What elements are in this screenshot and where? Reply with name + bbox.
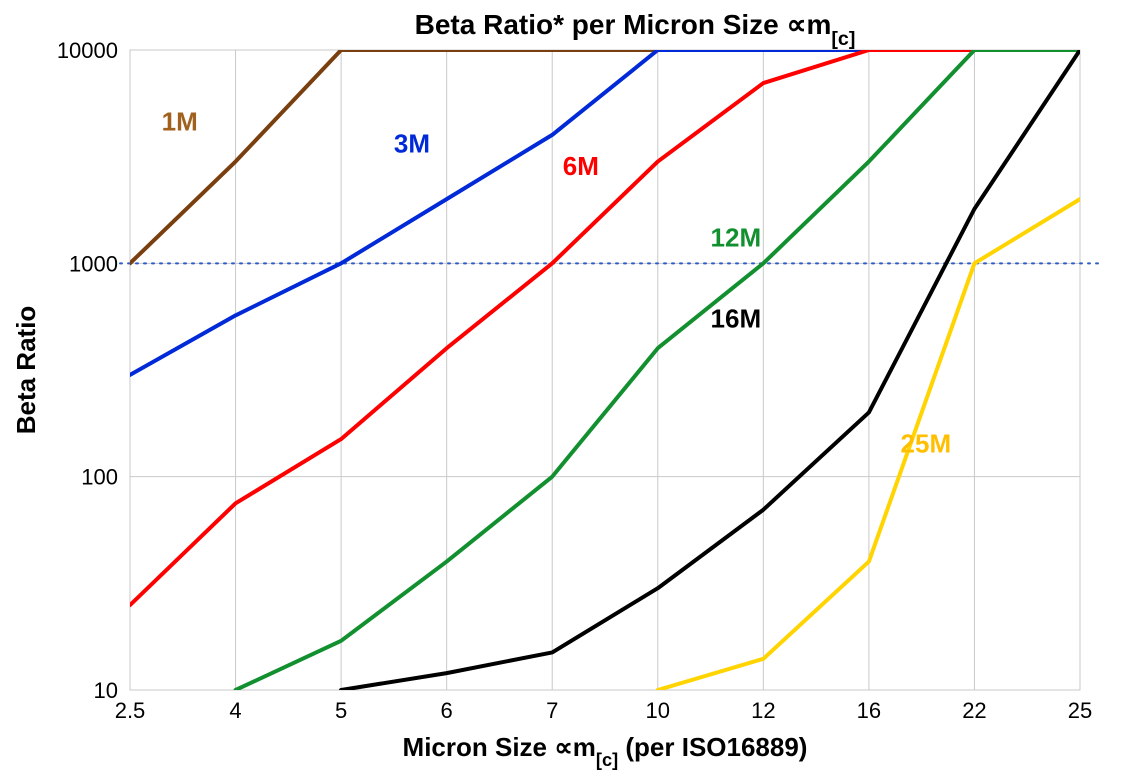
y-axis-label: Beta Ratio [11, 306, 41, 435]
y-tick-label: 100 [81, 465, 118, 490]
chart-svg: 1M 3M 6M 12M 16M 25M 2.5 4 5 6 7 10 12 16 22 25 10 100 100… [0, 0, 1136, 784]
chart-title: Beta Ratio* per Micron Size ∝m[c] [415, 9, 856, 50]
x-tick-label: 7 [546, 698, 558, 723]
y-tick-label: 10 [94, 678, 118, 703]
x-tick-label: 22 [962, 698, 986, 723]
series-label-12M: 12M [711, 222, 762, 252]
series-label-25M: 25M [901, 428, 952, 458]
x-axis-label: Micron Size ∝m[c] (per ISO16889) [403, 732, 808, 770]
series-label-16M: 16M [711, 304, 762, 334]
x-tick-label: 25 [1068, 698, 1092, 723]
x-tick-label: 16 [857, 698, 881, 723]
y-tick-label: 10000 [57, 38, 118, 63]
chart-container: 1M 3M 6M 12M 16M 25M 2.5 4 5 6 7 10 12 16 22 25 10 100 100… [0, 0, 1136, 784]
series-label-6M: 6M [563, 151, 599, 181]
x-tick-label: 5 [335, 698, 347, 723]
x-tick-label: 2.5 [115, 698, 146, 723]
x-tick-label: 12 [751, 698, 775, 723]
x-tick-label: 6 [441, 698, 453, 723]
x-tick-label: 10 [646, 698, 670, 723]
series-label-1M: 1M [162, 106, 198, 136]
series-label-3M: 3M [394, 129, 430, 159]
y-tick-label: 1000 [69, 251, 118, 276]
x-tick-label: 4 [229, 698, 241, 723]
